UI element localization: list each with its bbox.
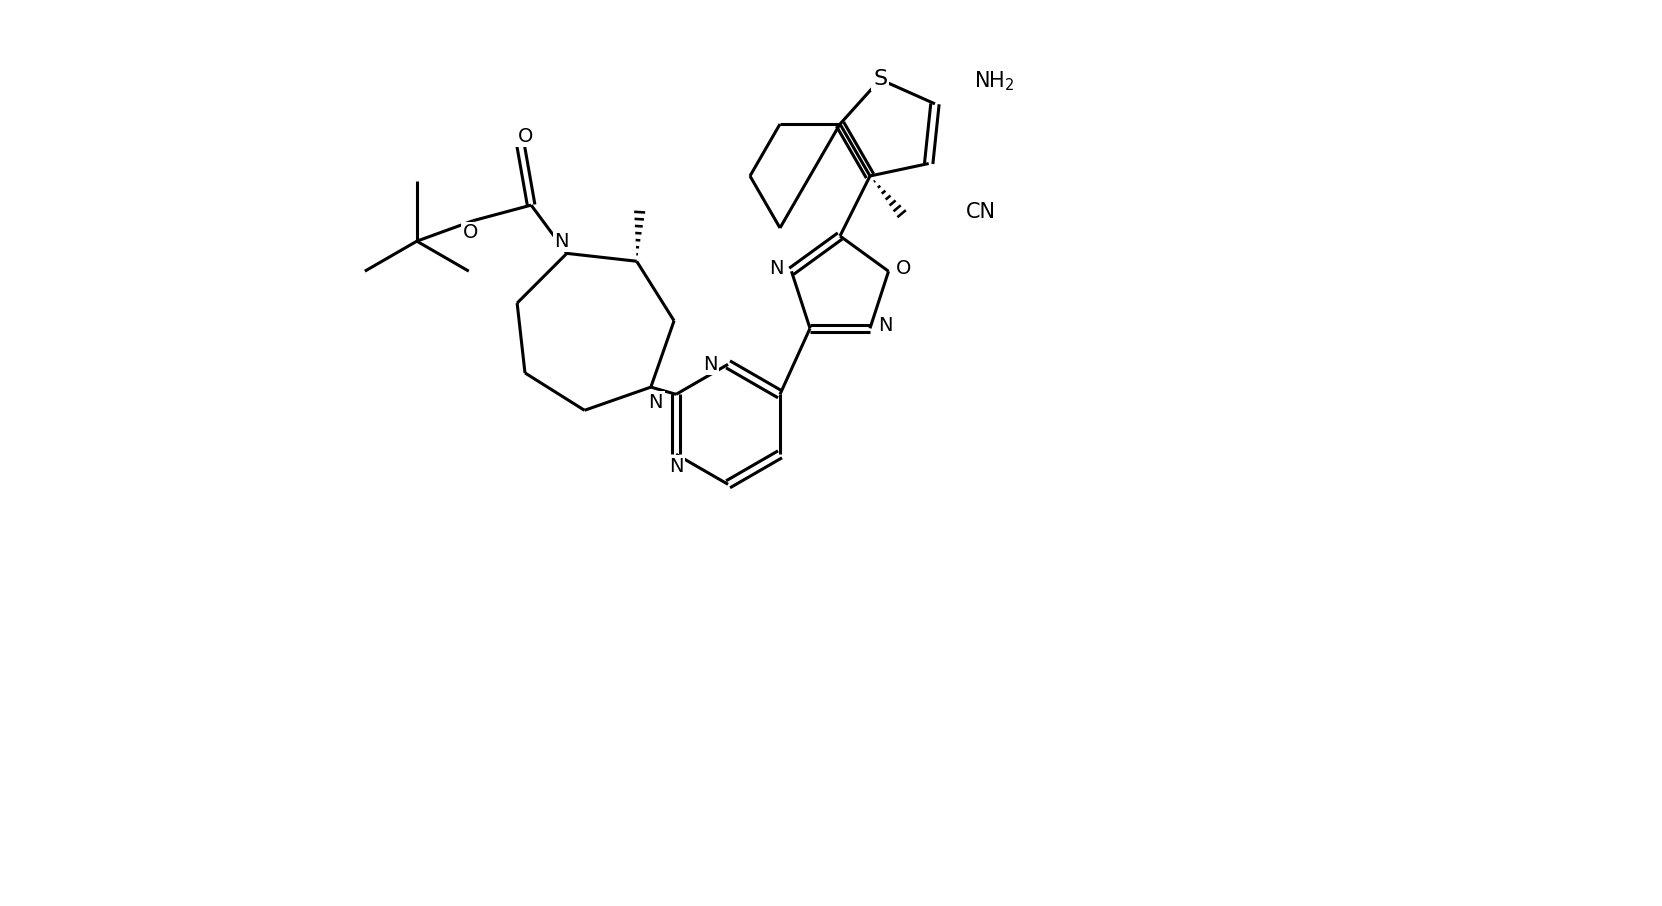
Text: O: O [896,259,911,278]
Text: N: N [648,392,663,411]
Text: N: N [770,259,784,278]
Text: NH$_2$: NH$_2$ [974,70,1014,93]
Text: N: N [668,457,683,476]
Text: CN: CN [966,202,996,222]
Text: S: S [873,70,888,90]
Text: N: N [555,232,568,251]
Text: O: O [519,127,534,146]
Text: N: N [878,316,892,335]
Text: O: O [462,223,479,242]
Text: N: N [703,355,718,374]
